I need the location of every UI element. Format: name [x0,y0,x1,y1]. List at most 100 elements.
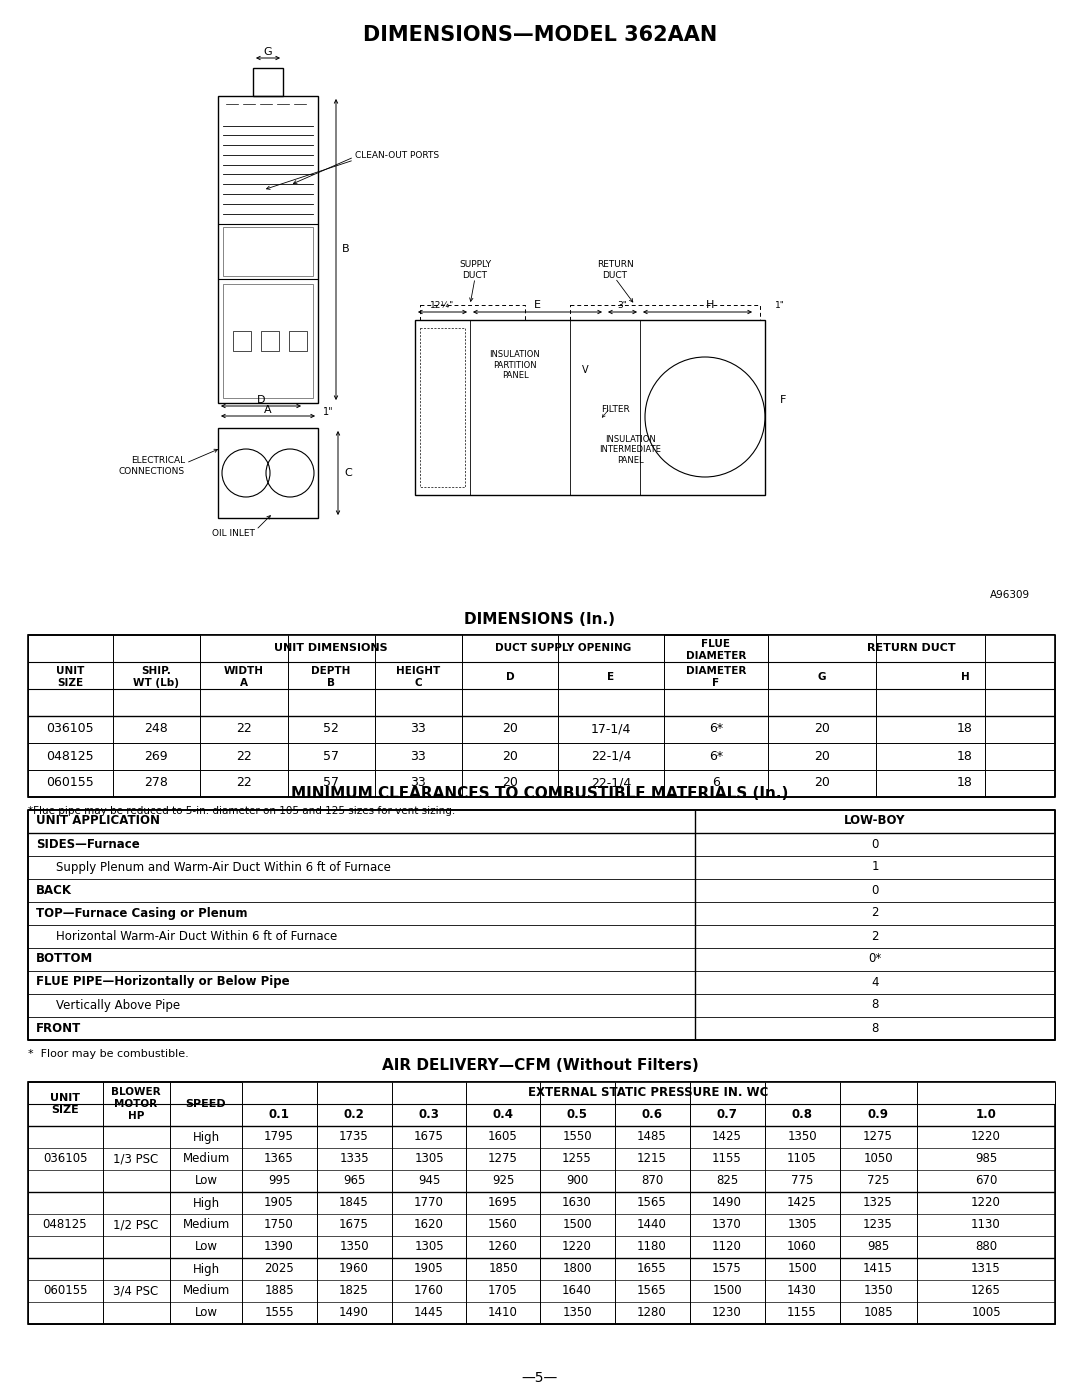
Text: B: B [342,244,350,254]
Text: 1350: 1350 [563,1306,592,1320]
Text: 880: 880 [975,1241,997,1253]
Text: 1430: 1430 [787,1284,816,1298]
Text: Medium: Medium [183,1218,230,1232]
Text: 1410: 1410 [488,1306,518,1320]
Text: SIDES—Furnace: SIDES—Furnace [36,837,139,851]
Text: D: D [505,672,514,682]
Text: 0.1: 0.1 [269,1108,289,1122]
Text: 825: 825 [716,1175,738,1187]
Text: 57: 57 [323,777,339,789]
Text: DUCT SUPPLY OPENING: DUCT SUPPLY OPENING [495,643,631,652]
Text: Low: Low [194,1175,217,1187]
Text: 33: 33 [410,722,426,735]
Text: Medium: Medium [183,1284,230,1298]
Text: 1485: 1485 [637,1130,666,1144]
Text: 1305: 1305 [415,1153,444,1165]
Text: 6*: 6* [708,750,724,763]
Text: 1220: 1220 [562,1241,592,1253]
Text: 1550: 1550 [563,1130,592,1144]
Text: *Flue pipe may be reduced to 5-in. diameter on 105 and 125 sizes for vent sizing: *Flue pipe may be reduced to 5-in. diame… [28,806,456,816]
Text: 18: 18 [957,750,973,763]
Text: AIR DELIVERY—CFM (Without Filters): AIR DELIVERY—CFM (Without Filters) [381,1059,699,1073]
Text: 1130: 1130 [971,1218,1001,1232]
Text: 1560: 1560 [488,1218,518,1232]
Text: 1305: 1305 [415,1241,444,1253]
Text: 1500: 1500 [563,1218,592,1232]
Text: 0: 0 [872,837,879,851]
Text: 1490: 1490 [712,1196,742,1210]
Text: 1800: 1800 [563,1263,592,1275]
Text: SPEED: SPEED [186,1099,227,1109]
Bar [28,810,1055,1039]
Text: 1370: 1370 [712,1218,742,1232]
Text: 3/4 PSC: 3/4 PSC [113,1284,159,1298]
Text: UNIT
SIZE: UNIT SIZE [50,1094,80,1115]
Text: UNIT APPLICATION: UNIT APPLICATION [36,814,160,827]
Text: 1575: 1575 [712,1263,742,1275]
Text: 20: 20 [502,722,518,735]
Text: H: H [960,672,970,682]
Text: A: A [265,405,272,415]
Text: 985: 985 [975,1153,997,1165]
Bar [768,636,1055,662]
Text: 985: 985 [867,1241,889,1253]
Text: 965: 965 [342,1175,365,1187]
Text: 1640: 1640 [562,1284,592,1298]
Text: UNIT
SIZE: UNIT SIZE [56,666,84,687]
Text: 995: 995 [268,1175,291,1187]
Text: 18: 18 [957,722,973,735]
Text: 57: 57 [323,750,339,763]
Text: 20: 20 [814,722,829,735]
Text: 0.4: 0.4 [492,1108,513,1122]
Text: H: H [706,300,714,310]
Text: BOTTOM: BOTTOM [36,953,93,965]
Text: 8: 8 [872,999,879,1011]
Text: 670: 670 [975,1175,997,1187]
Bar [218,427,318,518]
Text: Supply Plenum and Warm-Air Duct Within 6 ft of Furnace: Supply Plenum and Warm-Air Duct Within 6… [56,861,391,873]
Text: 22-1/4: 22-1/4 [591,750,631,763]
Text: FILTER: FILTER [600,405,630,415]
Text: INSULATION
PARTITION
PANEL: INSULATION PARTITION PANEL [489,351,540,380]
Text: 036105: 036105 [46,722,94,735]
Text: 1230: 1230 [712,1306,742,1320]
Text: 1750: 1750 [265,1218,294,1232]
Text: 1760: 1760 [414,1284,444,1298]
Text: 22-1/4: 22-1/4 [591,777,631,789]
Text: 1500: 1500 [712,1284,742,1298]
Text: 18: 18 [957,777,973,789]
Text: 1770: 1770 [414,1196,444,1210]
Text: 060155: 060155 [46,777,94,789]
Text: A96309: A96309 [990,590,1030,599]
Text: FRONT: FRONT [36,1021,81,1035]
Text: 1795: 1795 [265,1130,294,1144]
Text: G: G [264,47,272,57]
Text: 1120: 1120 [712,1241,742,1253]
Text: 900: 900 [566,1175,589,1187]
Text: 0.3: 0.3 [419,1108,440,1122]
Text: 22: 22 [237,777,252,789]
Text: 1: 1 [872,861,879,873]
Bar [28,636,1055,798]
Text: C: C [345,468,352,478]
Text: 1220: 1220 [971,1130,1001,1144]
Bar [253,68,283,96]
Text: Low: Low [194,1306,217,1320]
Text: 1215: 1215 [637,1153,667,1165]
Text: 0.7: 0.7 [716,1108,738,1122]
Text: 1735: 1735 [339,1130,369,1144]
Text: *  Floor may be combustible.: * Floor may be combustible. [28,1049,189,1059]
Text: Horizontal Warm-Air Duct Within 6 ft of Furnace: Horizontal Warm-Air Duct Within 6 ft of … [56,929,337,943]
Bar [222,284,313,398]
Text: 1630: 1630 [562,1196,592,1210]
Text: 1605: 1605 [488,1130,518,1144]
Text: 1365: 1365 [265,1153,294,1165]
Text: 1180: 1180 [637,1241,666,1253]
Text: High: High [192,1263,219,1275]
Text: 22: 22 [237,722,252,735]
Text: 269: 269 [145,750,167,763]
Text: 12¼": 12¼" [430,300,454,310]
Text: 0.6: 0.6 [642,1108,662,1122]
Bar [200,636,462,662]
Text: 1565: 1565 [637,1284,666,1298]
